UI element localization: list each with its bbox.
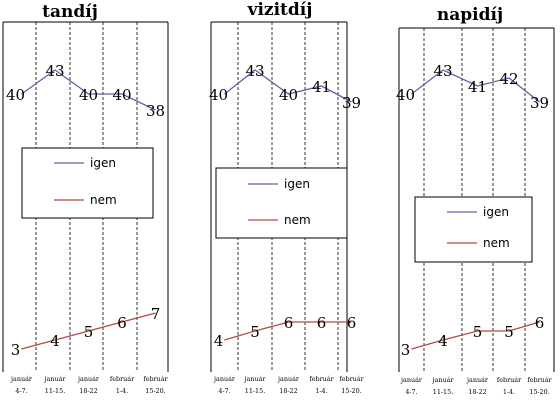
data-label-igen: 40 <box>112 86 131 104</box>
x-tick-label: február <box>309 375 334 383</box>
x-tick-label: 15-20. <box>529 388 549 396</box>
data-label-igen: 40 <box>6 86 25 104</box>
x-tick-label: 4-7. <box>218 387 230 395</box>
data-label-nem: 5 <box>504 323 514 341</box>
data-label-nem: 5 <box>473 323 483 341</box>
series-line-igen <box>224 69 352 103</box>
data-label-igen: 40 <box>279 86 298 104</box>
x-tick-label: január <box>432 376 455 384</box>
chart-1: január 4-7. január 11-15. január 18-22 február… <box>209 21 365 395</box>
x-tick-label: 4-7. <box>405 388 417 396</box>
x-tick-label: január <box>400 376 423 384</box>
x-tick-label: 11-15. <box>45 387 65 395</box>
chart-2: január 4-7. január 11-15. január 18-22 február… <box>396 27 555 396</box>
data-label-nem: 5 <box>84 323 94 341</box>
x-tick-label: 15-20. <box>145 387 165 395</box>
x-tick-label: 1-4. <box>503 388 515 396</box>
chart-title-vizitdij: vizitdíj <box>247 0 313 20</box>
x-tick-label: 11-15. <box>245 387 265 395</box>
x-tick-label: január <box>277 375 300 383</box>
legend-label-nem: nem <box>284 213 311 227</box>
data-label-igen: 41 <box>468 78 487 96</box>
chart-0: január 4-7. január 11-15. január 18-22 február… <box>2 21 169 395</box>
series-line-nem <box>411 321 540 350</box>
data-label-igen: 40 <box>396 86 415 104</box>
data-label-igen: 39 <box>342 94 361 112</box>
data-label-nem: 3 <box>401 341 411 359</box>
data-label-nem: 6 <box>347 314 357 332</box>
legend-box <box>21 147 154 219</box>
data-label-igen: 40 <box>79 86 98 104</box>
data-label-nem: 6 <box>317 314 327 332</box>
data-label-nem: 6 <box>117 314 127 332</box>
data-label-nem: 5 <box>250 323 260 341</box>
x-tick-label: 4-7. <box>15 387 27 395</box>
x-tick-label: január <box>77 375 100 383</box>
data-label-nem: 6 <box>284 314 294 332</box>
x-tick-label: február <box>497 376 522 384</box>
x-tick-label: 11-15. <box>433 388 453 396</box>
legend-label-igen: igen <box>90 156 116 170</box>
data-label-igen: 43 <box>45 62 64 80</box>
data-label-nem: 4 <box>214 332 224 350</box>
legend-label-igen: igen <box>284 177 310 191</box>
data-label-nem: 6 <box>535 314 545 332</box>
x-tick-label: február <box>110 375 135 383</box>
x-tick-label: 18-22 <box>468 388 486 396</box>
data-label-nem: 4 <box>438 332 448 350</box>
legend-label-nem: nem <box>483 236 510 250</box>
x-tick-label: 1-4. <box>315 387 327 395</box>
data-label-igen: 39 <box>530 94 549 112</box>
data-label-igen: 42 <box>499 70 518 88</box>
data-label-igen: 41 <box>312 78 331 96</box>
legend-box <box>414 196 533 263</box>
data-label-igen: 38 <box>146 102 165 120</box>
x-tick-label: január <box>213 375 236 383</box>
data-label-nem: 3 <box>11 341 21 359</box>
x-tick-label: 15-20. <box>341 387 361 395</box>
legend-label-igen: igen <box>483 205 509 219</box>
data-label-nem: 7 <box>151 305 161 323</box>
x-tick-label: 18-22 <box>79 387 97 395</box>
series-line-igen <box>21 69 156 111</box>
legend-label-nem: nem <box>90 193 117 207</box>
x-tick-label: január <box>44 375 67 383</box>
x-tick-label: január <box>244 375 267 383</box>
legend-box <box>215 167 348 239</box>
x-tick-label: február <box>143 375 168 383</box>
x-tick-label: 1-4. <box>116 387 128 395</box>
series-line-igen <box>411 69 540 103</box>
chart-title-tandij: tandíj <box>42 2 98 22</box>
data-label-igen: 43 <box>245 62 264 80</box>
x-tick-label: február <box>527 376 552 384</box>
data-label-igen: 40 <box>209 86 228 104</box>
x-tick-label: január <box>466 376 489 384</box>
chart-title-napidij: napidíj <box>436 5 504 25</box>
x-tick-label: február <box>339 375 364 383</box>
series-line-nem <box>21 312 156 350</box>
series-line-nem <box>224 321 352 341</box>
data-label-nem: 4 <box>50 332 60 350</box>
x-tick-label: 18-22 <box>279 387 297 395</box>
x-tick-label: január <box>10 375 33 383</box>
data-label-igen: 43 <box>433 62 452 80</box>
